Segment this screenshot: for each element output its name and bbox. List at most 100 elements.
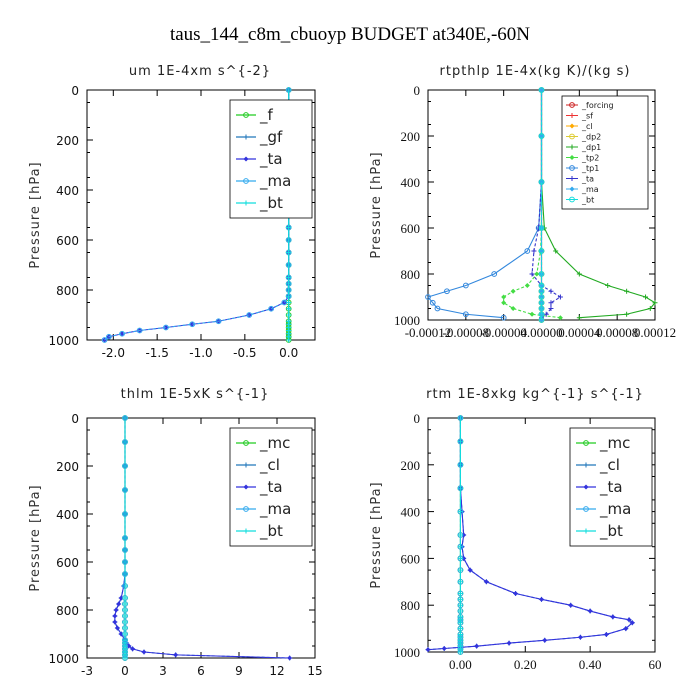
- data-point: [286, 300, 292, 305]
- data-point: [538, 133, 545, 139]
- data-point: [501, 300, 507, 306]
- data-point: [543, 311, 549, 317]
- y-tick-label: 200: [56, 134, 79, 148]
- y-tick-label: 0: [414, 411, 421, 426]
- x-tick-label: -1.5: [145, 346, 168, 360]
- data-point: [113, 607, 119, 613]
- data-point: [122, 559, 128, 565]
- y-tick-label: 1000: [394, 313, 420, 328]
- x-tick-label: 12: [269, 664, 284, 678]
- data-point: [112, 613, 118, 619]
- data-point: [122, 415, 128, 421]
- y-tick-label: 600: [56, 234, 79, 248]
- y-axis-label: Pressure [hPa]: [369, 151, 384, 258]
- legend-label: _ma: [599, 500, 631, 519]
- y-axis-label: Pressure [hPa]: [28, 161, 43, 268]
- data-point: [122, 595, 128, 601]
- legend-marker: [243, 134, 249, 140]
- legend-label: _f: [259, 106, 274, 125]
- data-point: [457, 485, 463, 491]
- legend-marker: [243, 156, 249, 162]
- x-tick-label: 0: [121, 664, 129, 678]
- legend-label: _ta: [259, 150, 283, 169]
- legend-label: _mc: [259, 434, 290, 453]
- series-tp2: [501, 87, 563, 321]
- data-point: [189, 321, 195, 327]
- panel-rtm: rtm 1E-8xkg kg^{-1} s^{-1} 0 200 400 600 800…: [369, 387, 662, 672]
- legend-label: _cl: [581, 122, 593, 131]
- data-point: [557, 294, 563, 300]
- data-point: [652, 300, 658, 306]
- x-tick-label: 0.20: [514, 657, 537, 672]
- data-point: [577, 634, 583, 640]
- data-point: [629, 620, 635, 626]
- data-point: [513, 591, 519, 596]
- legend-label: _dp1: [581, 143, 601, 152]
- data-point: [568, 602, 574, 608]
- data-point: [173, 652, 179, 658]
- data-point: [268, 305, 275, 312]
- data-point: [122, 601, 128, 607]
- data-point: [286, 281, 292, 287]
- x-tick-label: 0.00000: [520, 325, 562, 340]
- legend-label: _ma: [259, 500, 291, 519]
- x-tick-label: 0.00008: [596, 325, 638, 340]
- legend-marker: [583, 528, 589, 534]
- panel-title: um 1E-4xm s^{-2}: [129, 64, 271, 79]
- data-point: [141, 649, 147, 655]
- y-tick-label: 400: [56, 508, 79, 522]
- data-point: [539, 596, 544, 602]
- panel-rtpthlp: rtpthlp 1E-4x(kg K)/(kg s) 0 200 400 600 800…: [369, 64, 676, 340]
- data-point: [576, 271, 582, 277]
- data-point: [286, 237, 292, 243]
- data-point: [624, 288, 630, 294]
- data-point: [130, 646, 136, 652]
- data-point: [539, 283, 544, 288]
- y-tick-label: 1000: [48, 334, 79, 348]
- series-bt: [538, 87, 545, 323]
- y-axis-label: Pressure [hPa]: [369, 481, 384, 588]
- y-tick-label: 400: [56, 184, 79, 198]
- data-point: [491, 271, 498, 277]
- y-tick-label: 600: [56, 556, 79, 570]
- data-point: [457, 591, 463, 596]
- data-point: [506, 640, 512, 646]
- data-point: [116, 601, 122, 607]
- data-point: [457, 462, 463, 468]
- data-point: [457, 415, 463, 421]
- x-tick-label: -3: [81, 664, 93, 678]
- x-tick-label: 9: [235, 664, 243, 678]
- x-tick-label: 60: [649, 657, 662, 672]
- y-tick-label: 800: [401, 267, 421, 282]
- series-line: [531, 90, 562, 319]
- x-tick-label: 3: [159, 664, 167, 678]
- legend-marker: [243, 484, 249, 490]
- data-point: [539, 133, 544, 139]
- data-point: [457, 544, 463, 550]
- legend-marker: [243, 528, 249, 534]
- legend-label: _ma: [581, 185, 599, 194]
- data-point: [624, 311, 630, 317]
- data-point: [163, 324, 169, 331]
- x-tick-label: -0.00004: [480, 325, 527, 340]
- data-point: [605, 283, 611, 288]
- data-point: [462, 282, 469, 289]
- legend-label: _ta: [259, 478, 283, 497]
- legend-label: _forcing: [581, 101, 614, 110]
- data-point: [286, 250, 292, 255]
- data-point: [538, 282, 545, 289]
- legend: _mc _cl _ta _ma _bt: [569, 427, 653, 547]
- x-tick-label: -0.00008: [443, 325, 490, 340]
- data-point: [457, 509, 463, 515]
- data-point: [539, 248, 544, 254]
- legend-label: _ta: [581, 175, 594, 184]
- y-tick-label: 400: [401, 505, 421, 520]
- data-point: [610, 614, 616, 620]
- data-point: [501, 294, 507, 300]
- data-point: [457, 602, 463, 608]
- y-tick-label: 0: [71, 84, 79, 98]
- x-tick-label: -2.0: [102, 346, 125, 360]
- data-point: [538, 294, 545, 300]
- legend-marker: [243, 200, 249, 206]
